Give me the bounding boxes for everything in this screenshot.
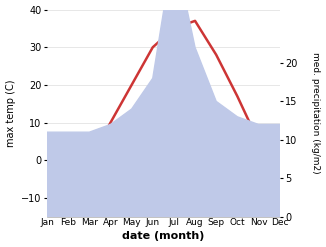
X-axis label: date (month): date (month): [122, 231, 204, 242]
Y-axis label: max temp (C): max temp (C): [6, 80, 16, 147]
Y-axis label: med. precipitation (kg/m2): med. precipitation (kg/m2): [311, 52, 320, 174]
